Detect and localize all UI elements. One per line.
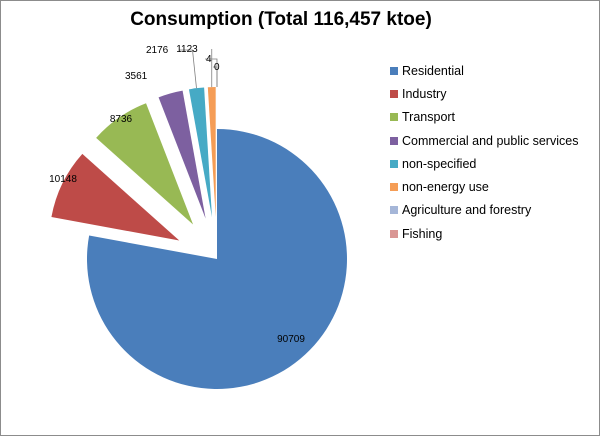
legend: Residential Industry Transport Commercial a… xyxy=(390,59,578,245)
legend-swatch xyxy=(390,183,398,192)
chart-title: Consumption (Total 116,457 ktoe) xyxy=(130,9,432,30)
data-label: 90709 xyxy=(277,334,305,345)
data-label: 1123 xyxy=(176,44,198,55)
legend-swatch xyxy=(390,66,398,75)
data-label: 10148 xyxy=(49,174,77,185)
legend-label: Agriculture and forestry xyxy=(402,203,532,218)
legend-label: Commercial and public services xyxy=(402,133,579,148)
legend-item: Commercial and public services xyxy=(390,129,578,152)
pie-slice-transport xyxy=(96,103,194,225)
legend-swatch xyxy=(390,229,398,238)
pie-slice-industry xyxy=(51,153,180,241)
legend-item: Transport xyxy=(390,106,578,129)
legend-item: Fishing xyxy=(390,222,578,245)
legend-label: non-specified xyxy=(402,156,477,171)
legend-swatch xyxy=(390,159,398,168)
legend-label: non-energy use xyxy=(402,180,489,195)
legend-item: non-specified xyxy=(390,152,578,175)
data-label: 0 xyxy=(214,62,220,73)
legend-swatch xyxy=(390,136,398,145)
data-label: 2176 xyxy=(146,45,169,56)
leader-line xyxy=(213,66,218,87)
pie-slice-non-specified xyxy=(188,87,212,218)
pie-slice-commercial-and-public-services xyxy=(158,90,206,219)
legend-item: Agriculture and forestry xyxy=(390,199,578,222)
legend-swatch xyxy=(390,206,398,215)
legend-item: Residential xyxy=(390,59,578,82)
legend-item: non-energy use xyxy=(390,175,578,198)
data-label: 4 xyxy=(206,54,212,65)
legend-label: Residential xyxy=(402,63,464,78)
legend-label: Transport xyxy=(402,110,456,125)
pie-slice-residential xyxy=(87,129,347,389)
legend-swatch xyxy=(390,113,398,122)
legend-label: Industry xyxy=(402,86,447,101)
data-label: 3561 xyxy=(125,71,148,82)
data-label: 8736 xyxy=(110,114,133,125)
pie-slice-non-energy-use xyxy=(207,87,216,218)
legend-item: Industry xyxy=(390,82,578,105)
leader-line xyxy=(179,49,197,89)
legend-swatch xyxy=(390,89,398,98)
legend-label: Fishing xyxy=(402,226,443,241)
